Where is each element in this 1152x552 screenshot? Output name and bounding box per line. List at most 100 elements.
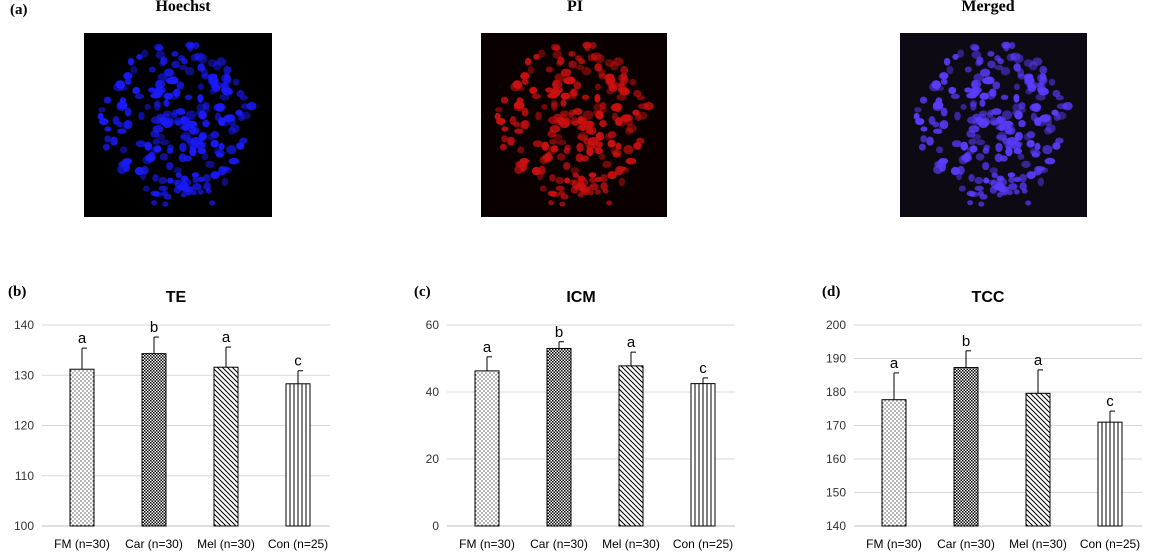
nucleus xyxy=(192,176,199,184)
nucleus xyxy=(159,60,166,67)
nucleus xyxy=(1055,137,1064,144)
x-tick-label: Car (n=30) xyxy=(530,537,588,551)
nucleus xyxy=(536,171,544,181)
nucleus xyxy=(982,77,994,85)
nucleus xyxy=(166,147,174,154)
nucleus xyxy=(566,91,577,100)
nucleus xyxy=(617,86,629,93)
y-tick-label: 20 xyxy=(426,452,440,466)
nucleus xyxy=(1011,140,1022,151)
nucleus xyxy=(1052,142,1061,150)
nucleus xyxy=(232,78,240,86)
nucleus xyxy=(547,129,557,138)
bar xyxy=(1025,392,1051,527)
nucleus xyxy=(1008,41,1016,50)
nucleus xyxy=(951,140,962,148)
nucleus xyxy=(636,137,645,144)
nucleus xyxy=(632,109,640,116)
nucleus xyxy=(598,68,605,78)
nucleus xyxy=(539,185,547,192)
nucleus xyxy=(616,93,627,101)
nucleus xyxy=(1000,94,1009,100)
nucleus xyxy=(637,103,649,110)
nucleus xyxy=(184,67,195,76)
nucleus xyxy=(138,111,145,121)
hoechst-title: Hoechst xyxy=(155,0,211,15)
nucleus xyxy=(920,135,927,143)
nucleus xyxy=(203,173,211,183)
nucleus xyxy=(201,153,209,160)
nucleus xyxy=(599,102,607,110)
nucleus xyxy=(104,126,112,132)
nucleus xyxy=(161,190,168,196)
nucleus xyxy=(221,73,231,83)
nucleus xyxy=(582,190,589,196)
nucleus xyxy=(589,176,596,184)
nucleus xyxy=(155,79,166,89)
nucleus xyxy=(593,103,603,112)
nucleus xyxy=(180,134,191,141)
nuclei-group xyxy=(913,41,1073,207)
nucleus xyxy=(124,107,132,117)
nucleus xyxy=(979,99,986,107)
nucleus xyxy=(989,117,999,126)
nucleus xyxy=(239,137,248,144)
nucleus xyxy=(180,115,189,124)
nucleus xyxy=(153,145,162,153)
y-tick-label: 40 xyxy=(426,385,440,399)
nucleus xyxy=(102,143,110,151)
nucleus xyxy=(989,167,999,174)
nucleus xyxy=(1043,127,1053,135)
chart-title: TE xyxy=(166,289,187,306)
x-tick-label: FM (n=30) xyxy=(459,537,515,551)
nucleus xyxy=(600,173,608,183)
nucleus xyxy=(570,167,580,174)
nucleus xyxy=(167,117,174,127)
nucleus xyxy=(158,185,168,192)
nucleus xyxy=(152,138,161,145)
nucleus xyxy=(171,51,179,57)
nucleus xyxy=(519,163,528,172)
nucleus xyxy=(227,127,237,135)
nucleus xyxy=(197,176,205,183)
y-tick-label: 120 xyxy=(14,419,34,433)
nucleus xyxy=(982,147,990,154)
nucleus xyxy=(1018,119,1026,128)
nucleus xyxy=(175,108,186,115)
nucleus xyxy=(169,91,180,100)
nucleus xyxy=(533,53,540,60)
nucleus xyxy=(512,80,523,89)
nucleus xyxy=(521,78,529,86)
nucleus xyxy=(1013,83,1021,91)
nucleus xyxy=(240,103,252,110)
nucleus xyxy=(139,171,147,181)
significance-letter: c xyxy=(294,353,302,370)
nucleus xyxy=(556,60,563,67)
nucleus xyxy=(97,112,104,120)
nucleus xyxy=(1001,110,1013,120)
nucleus xyxy=(578,58,585,65)
nucleus xyxy=(1032,57,1043,66)
nucleus xyxy=(144,141,153,151)
nucleus xyxy=(517,146,525,154)
y-tick-label: 170 xyxy=(826,419,846,433)
nucleus xyxy=(154,102,161,111)
nucleus xyxy=(602,160,612,168)
nucleus xyxy=(983,177,990,184)
nucleus xyxy=(124,78,132,86)
nucleus xyxy=(193,52,201,61)
significance-letter: a xyxy=(627,334,636,351)
panel-label-d: (d) xyxy=(822,284,841,300)
nucleus xyxy=(210,139,219,148)
nucleus xyxy=(1018,102,1026,110)
nucleus xyxy=(185,190,192,196)
nucleus xyxy=(1006,189,1013,196)
nucleus xyxy=(931,80,942,89)
nucleus xyxy=(219,93,230,101)
nucleus xyxy=(607,131,617,139)
nucleus xyxy=(184,94,193,100)
nucleus xyxy=(150,92,162,99)
icm-chart: ICM 0 20 40 60 a FM (n=30) b Car (n=30) a Mel (n=3… xyxy=(426,289,735,551)
nucleus xyxy=(135,140,146,148)
nucleus xyxy=(996,115,1005,124)
